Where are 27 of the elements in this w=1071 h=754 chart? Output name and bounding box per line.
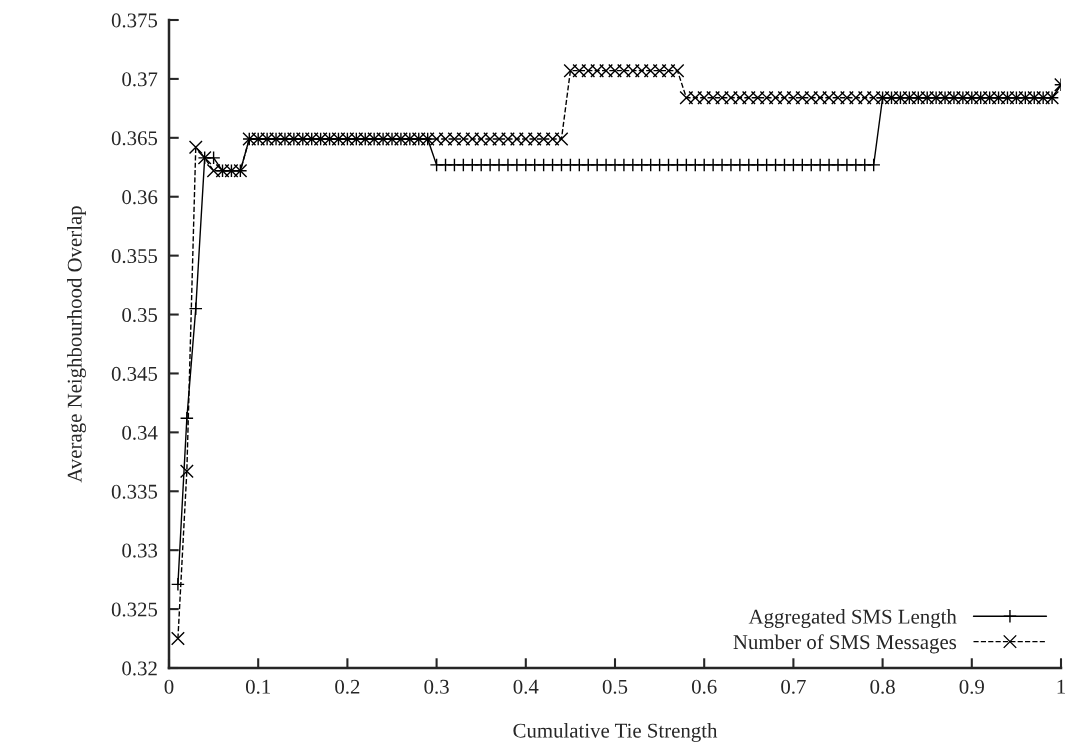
- x-tick-label: 0: [164, 679, 174, 694]
- legend-label: Number of SMS Messages: [733, 634, 957, 654]
- x-tick-label: 0.5: [602, 679, 628, 694]
- y-tick-label: 0.335: [111, 484, 158, 499]
- x-axis-title: Cumulative Tie Strength: [513, 723, 718, 742]
- y-tick-label: 0.36: [122, 190, 158, 205]
- x-tick-label: 0.4: [513, 679, 539, 694]
- x-tick-label: 0.8: [870, 679, 895, 694]
- y-axis-title: Average Neighbourhood Overlap: [67, 206, 87, 483]
- y-tick-label: 0.34: [122, 425, 158, 440]
- y-tick-label: 0.355: [111, 249, 158, 264]
- y-tick-label: 0.32: [122, 661, 157, 676]
- y-tick-label: 0.375: [111, 13, 158, 28]
- legend-label: Aggregated SMS Length: [748, 609, 957, 628]
- x-tick-label: 1: [1057, 679, 1065, 694]
- x-tick-label: 0.3: [424, 679, 449, 694]
- y-tick-label: 0.37: [122, 72, 158, 87]
- x-tick-label: 0.9: [959, 679, 984, 694]
- y-tick-label: 0.35: [122, 307, 158, 323]
- x-tick-label: 0.7: [781, 679, 806, 694]
- x-tick-label: 0.2: [335, 679, 360, 694]
- x-tick-label: 0.1: [245, 679, 270, 694]
- y-tick-label: 0.33: [122, 543, 158, 558]
- y-tick-label: 0.325: [111, 602, 158, 617]
- x-tick-label: 0.6: [691, 679, 717, 694]
- y-tick-label: 0.365: [111, 131, 158, 146]
- y-tick-label: 0.345: [111, 366, 158, 381]
